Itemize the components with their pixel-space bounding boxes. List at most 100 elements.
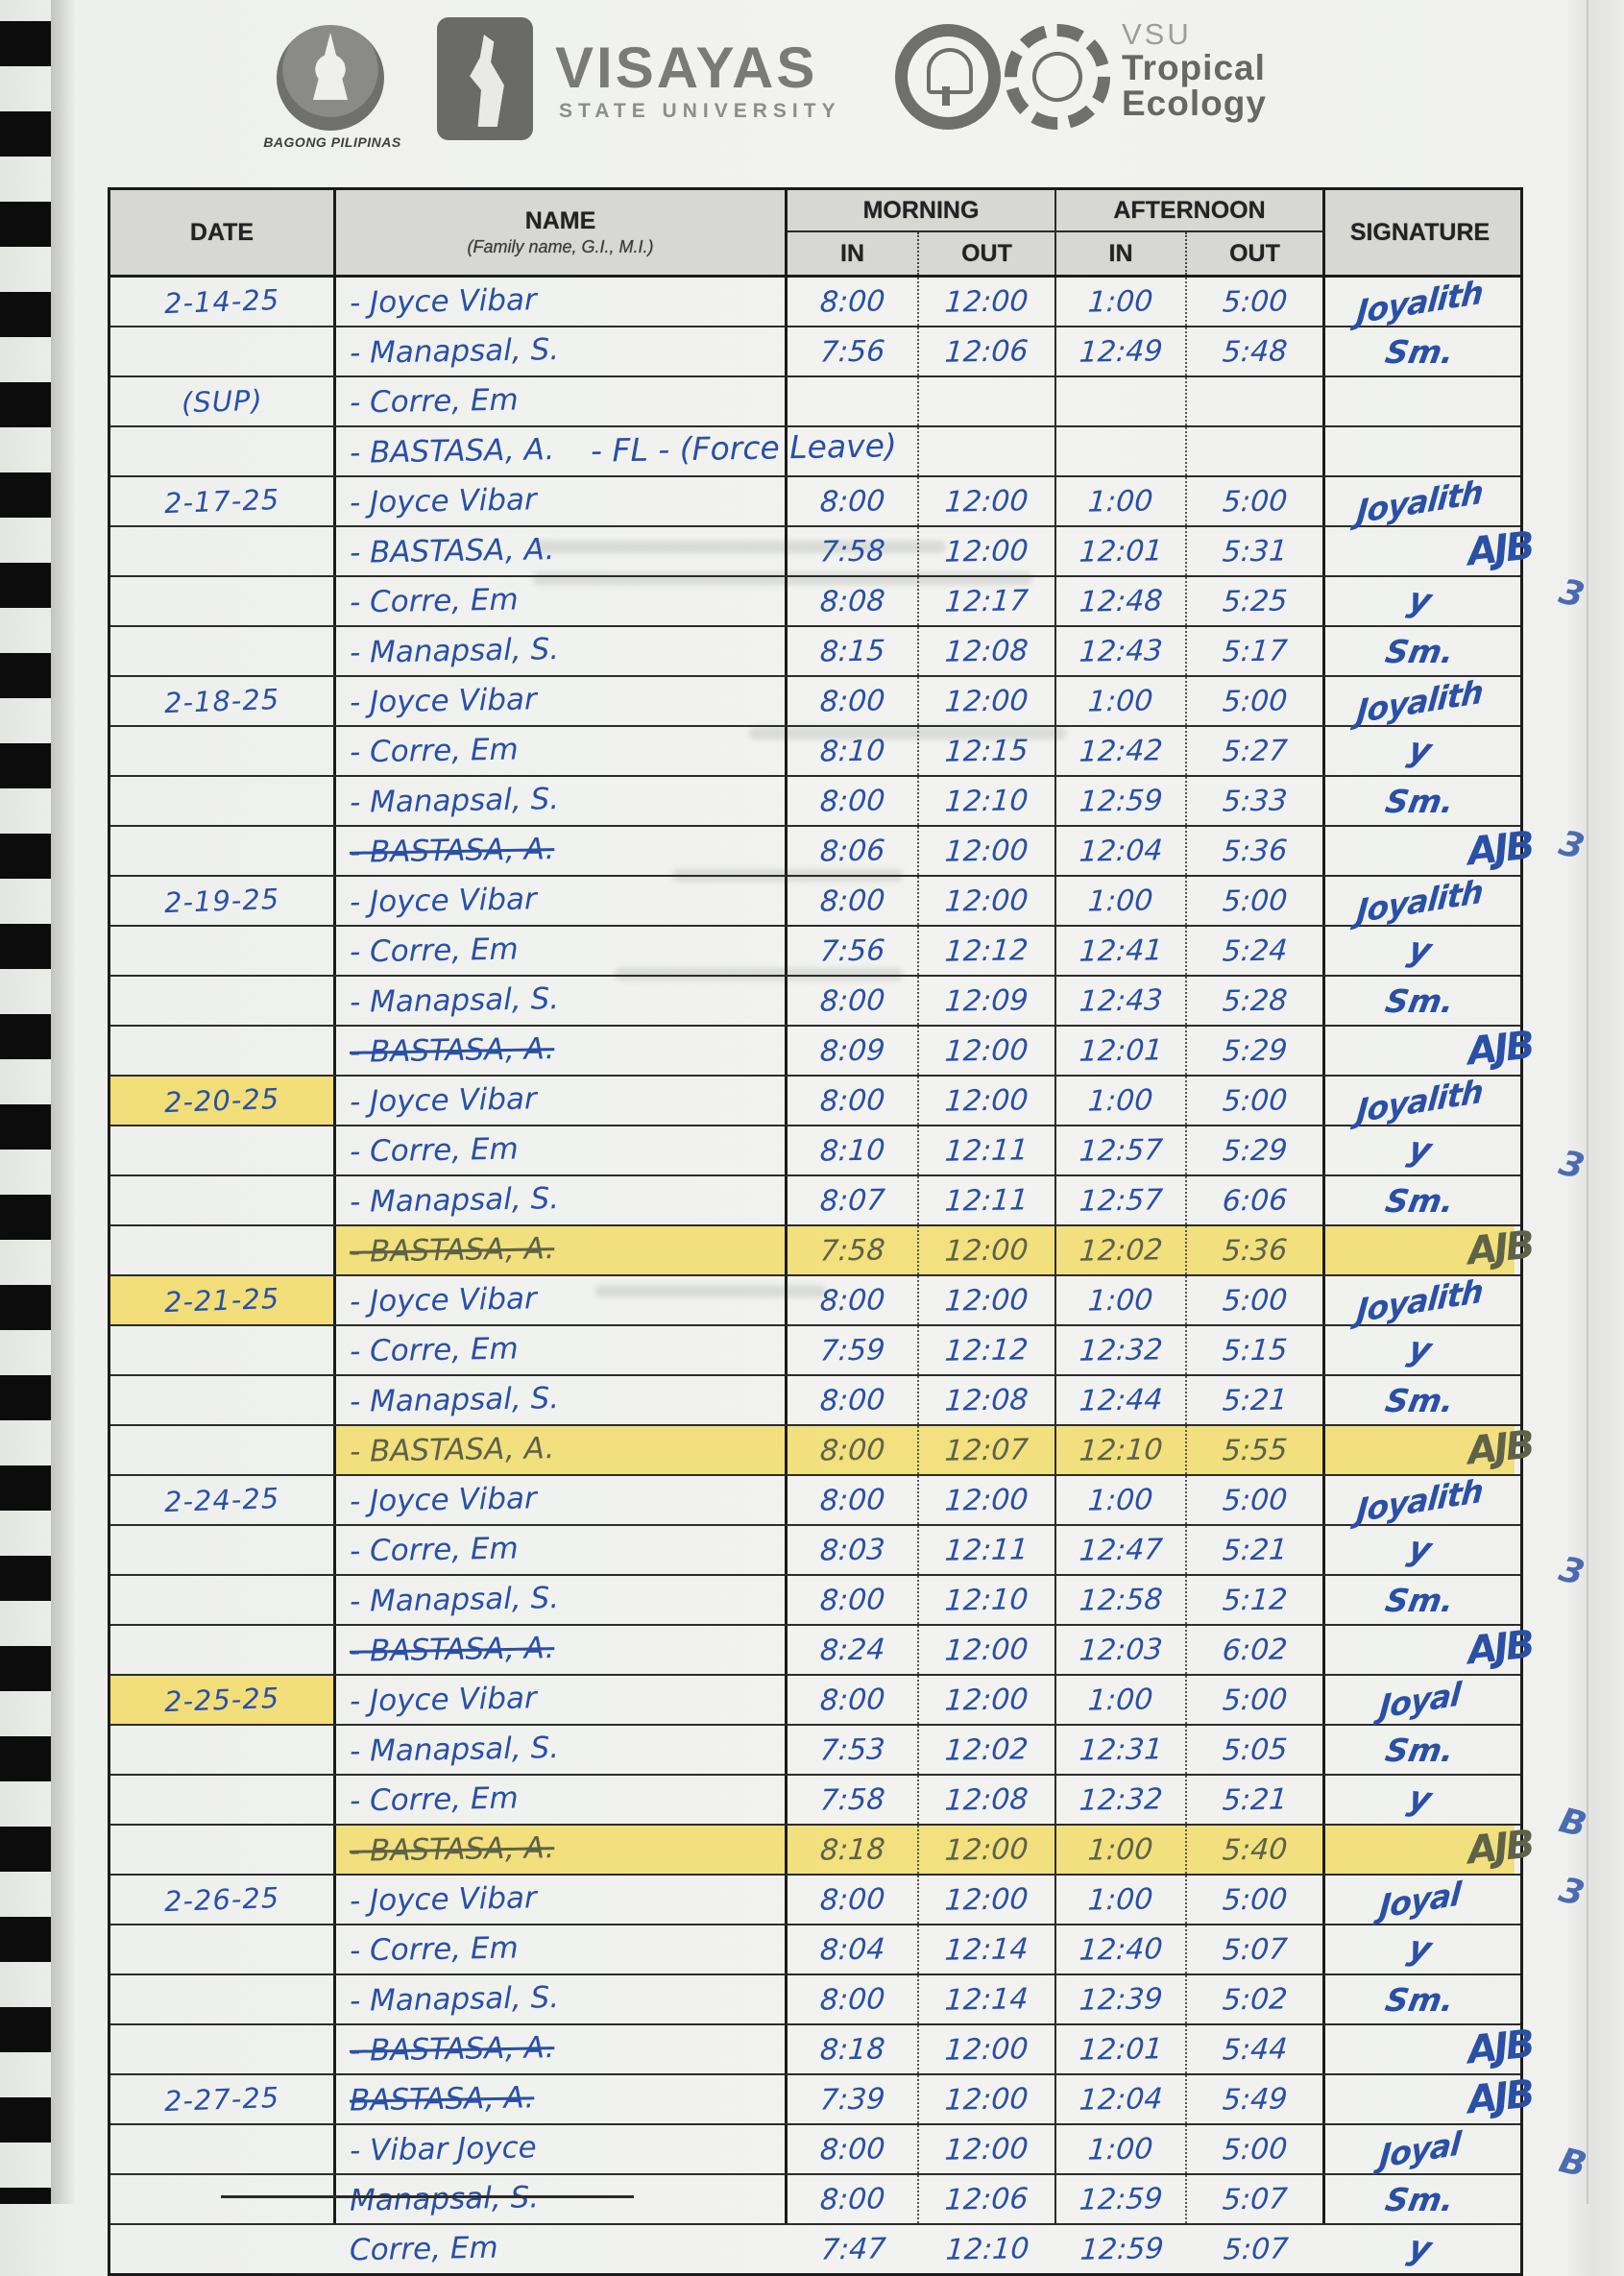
cell-afternoon-out: 5:29 bbox=[1187, 1027, 1325, 1075]
table-row: 2-25-25 - Joyce Vibar 8:00 12:00 1:00 5:… bbox=[110, 1674, 1520, 1726]
cell-morning-out: 12:12 bbox=[919, 1326, 1056, 1374]
column-header-signature: SIGNATURE bbox=[1349, 218, 1491, 246]
cell-morning-in: 7:58 bbox=[788, 527, 919, 575]
cell-afternoon-in: 1:00 bbox=[1056, 877, 1187, 925]
cell-afternoon-in: 12:57 bbox=[1056, 1176, 1187, 1224]
cell-date bbox=[110, 827, 336, 875]
cell-morning-in: 8:10 bbox=[788, 727, 919, 775]
cell-afternoon-out: 5:00 bbox=[1187, 1876, 1325, 1924]
cell-morning-in: 8:18 bbox=[788, 2025, 919, 2073]
cell-name: - Joyce Vibar bbox=[336, 877, 788, 925]
table-row: 2-27-25 BASTASA, A. 7:39 12:00 12:04 5:4… bbox=[110, 2072, 1534, 2125]
cell-name: - Corre, Em bbox=[336, 1776, 788, 1824]
cell-date: 2-27-25 bbox=[110, 2075, 336, 2123]
cell-afternoon-in: 12:49 bbox=[1056, 327, 1187, 375]
org-wordmark: VSU Tropical Ecology bbox=[1122, 19, 1267, 122]
cell-date bbox=[110, 1027, 336, 1075]
column-header-morning-out: OUT bbox=[919, 232, 1056, 275]
table-row: - Manapsal, S. 8:15 12:08 12:43 5:17 Sm. bbox=[110, 627, 1520, 677]
cell-signature: Sm. bbox=[1382, 1381, 1458, 1419]
cell-morning-in: 8:00 bbox=[788, 1077, 919, 1125]
cell-morning-in: 8:00 bbox=[788, 278, 919, 326]
cell-afternoon-out: 5:00 bbox=[1187, 278, 1325, 326]
cell-morning-in: 8:06 bbox=[788, 827, 919, 875]
cell-morning-in: 8:00 bbox=[788, 877, 919, 925]
cell-name: - Vibar Joyce bbox=[336, 2125, 788, 2173]
table-row: 2-21-25 - Joyce Vibar 8:00 12:00 1:00 5:… bbox=[110, 1271, 1520, 1329]
cell-signature bbox=[1325, 377, 1515, 425]
column-header-afternoon-out: OUT bbox=[1187, 232, 1325, 275]
table-row: - BASTASA, A. 7:58 12:00 12:01 5:31 AJB bbox=[110, 524, 1534, 577]
cell-afternoon-in bbox=[1056, 427, 1187, 475]
cell-date: (SUP) bbox=[110, 377, 336, 425]
cell-date bbox=[110, 927, 336, 975]
bottom-rule bbox=[221, 2195, 634, 2198]
column-header-morning: MORNING bbox=[788, 190, 1056, 232]
table-row: - Corre, Em 8:03 12:11 12:47 5:21 y bbox=[110, 1526, 1520, 1576]
university-name: VISAYAS bbox=[555, 36, 818, 100]
cell-date: 2-19-25 bbox=[110, 877, 336, 925]
cell-afternoon-out: 5:17 bbox=[1187, 627, 1325, 675]
cell-name: - Corre, Em bbox=[336, 1526, 788, 1574]
cell-morning-out: 12:00 bbox=[919, 2075, 1056, 2123]
cell-signature: y bbox=[1404, 1779, 1436, 1821]
cell-afternoon-out: 5:27 bbox=[1187, 727, 1325, 775]
cell-name: Corre, Em bbox=[349, 2230, 498, 2268]
cell-signature: AJB bbox=[1325, 1823, 1534, 1874]
cell-signature: AJB bbox=[1465, 1023, 1535, 1075]
cell-name: - BASTASA, A. bbox=[336, 1626, 788, 1674]
cell-name: - BASTASA, A. bbox=[336, 1826, 788, 1874]
cell-date bbox=[110, 2175, 336, 2223]
column-header-afternoon-in: IN bbox=[1056, 232, 1187, 275]
cell-signature: y bbox=[1404, 930, 1436, 972]
cell-afternoon-out: 5:31 bbox=[1187, 527, 1325, 575]
cell-name: Manapsal, S. bbox=[336, 2175, 788, 2223]
cell-date bbox=[110, 1526, 336, 1574]
cell-morning-in: 7:56 bbox=[788, 327, 919, 375]
table-row: - Manapsal, S. 8:00 12:09 12:43 5:28 Sm. bbox=[110, 977, 1520, 1027]
cell-signature: Sm. bbox=[1382, 632, 1458, 670]
table-row: 2-26-25 - Joyce Vibar 8:00 12:00 1:00 5:… bbox=[110, 1874, 1520, 1925]
tropical-ecology-seal-icon bbox=[895, 24, 1001, 130]
margin-ink-mark: B bbox=[1555, 2141, 1591, 2186]
cell-name: - Manapsal, S. bbox=[336, 1975, 788, 2023]
cell-date bbox=[110, 1626, 336, 1674]
cell-afternoon-out bbox=[1187, 377, 1325, 425]
cell-afternoon-in: 1:00 bbox=[1056, 1676, 1187, 1724]
table-row: Manapsal, S. 8:00 12:06 12:59 5:07 Sm. bbox=[110, 2175, 1520, 2225]
cell-date: 2-24-25 bbox=[110, 1476, 336, 1524]
cell-afternoon-out: 5:07 bbox=[1223, 2231, 1290, 2267]
cell-morning-out: 12:00 bbox=[919, 1826, 1056, 1874]
cell-afternoon-in: 12:01 bbox=[1056, 2025, 1187, 2073]
cell-signature: Joyalith bbox=[1355, 1071, 1485, 1130]
org-tropical: Tropical bbox=[1122, 47, 1266, 87]
cell-name: - Manapsal, S. bbox=[336, 627, 788, 675]
cell-morning-out: 12:00 bbox=[919, 827, 1056, 875]
cell-name: - Manapsal, S. bbox=[336, 977, 788, 1025]
cell-morning-in: 7:59 bbox=[788, 1326, 919, 1374]
cell-signature: Joyalith bbox=[1355, 671, 1485, 731]
page-fold-line bbox=[1587, 0, 1588, 2204]
cell-morning-out: 12:00 bbox=[919, 1077, 1056, 1125]
cell-afternoon-out: 5:12 bbox=[1187, 1576, 1325, 1624]
bleedthrough-text bbox=[615, 968, 903, 981]
cell-afternoon-out: 5:00 bbox=[1187, 877, 1325, 925]
cell-afternoon-out: 5:02 bbox=[1187, 1975, 1325, 2023]
cell-morning-out: 12:12 bbox=[919, 927, 1056, 975]
table-row: - BASTASA, A. 8:09 12:00 12:01 5:29 AJB bbox=[110, 1023, 1535, 1077]
cell-afternoon-out: 5:00 bbox=[1187, 1676, 1325, 1724]
cell-afternoon-out: 5:00 bbox=[1187, 1476, 1325, 1524]
table-row: - Corre, Em 8:10 12:15 12:42 5:27 y bbox=[110, 727, 1520, 777]
cell-signature: Sm. bbox=[1382, 782, 1458, 820]
cell-morning-in: 8:09 bbox=[788, 1027, 919, 1075]
cell-signature: y bbox=[1404, 1129, 1436, 1172]
column-header-morning-in: IN bbox=[788, 232, 919, 275]
cell-morning-out: 12:06 bbox=[919, 327, 1056, 375]
table-row: - BASTASA, A. 8:24 12:00 12:03 6:02 AJB bbox=[110, 1623, 1534, 1676]
leave-note: - FL - (Force Leave) bbox=[590, 426, 898, 470]
cell-morning-out: 12:08 bbox=[919, 1376, 1056, 1424]
cell-morning-in: 8:00 bbox=[788, 1476, 919, 1524]
cell-afternoon-out: 5:21 bbox=[1187, 1526, 1325, 1574]
cell-afternoon-out: 5:36 bbox=[1187, 1226, 1325, 1274]
margin-ink-mark: 3 bbox=[1555, 1549, 1588, 1594]
